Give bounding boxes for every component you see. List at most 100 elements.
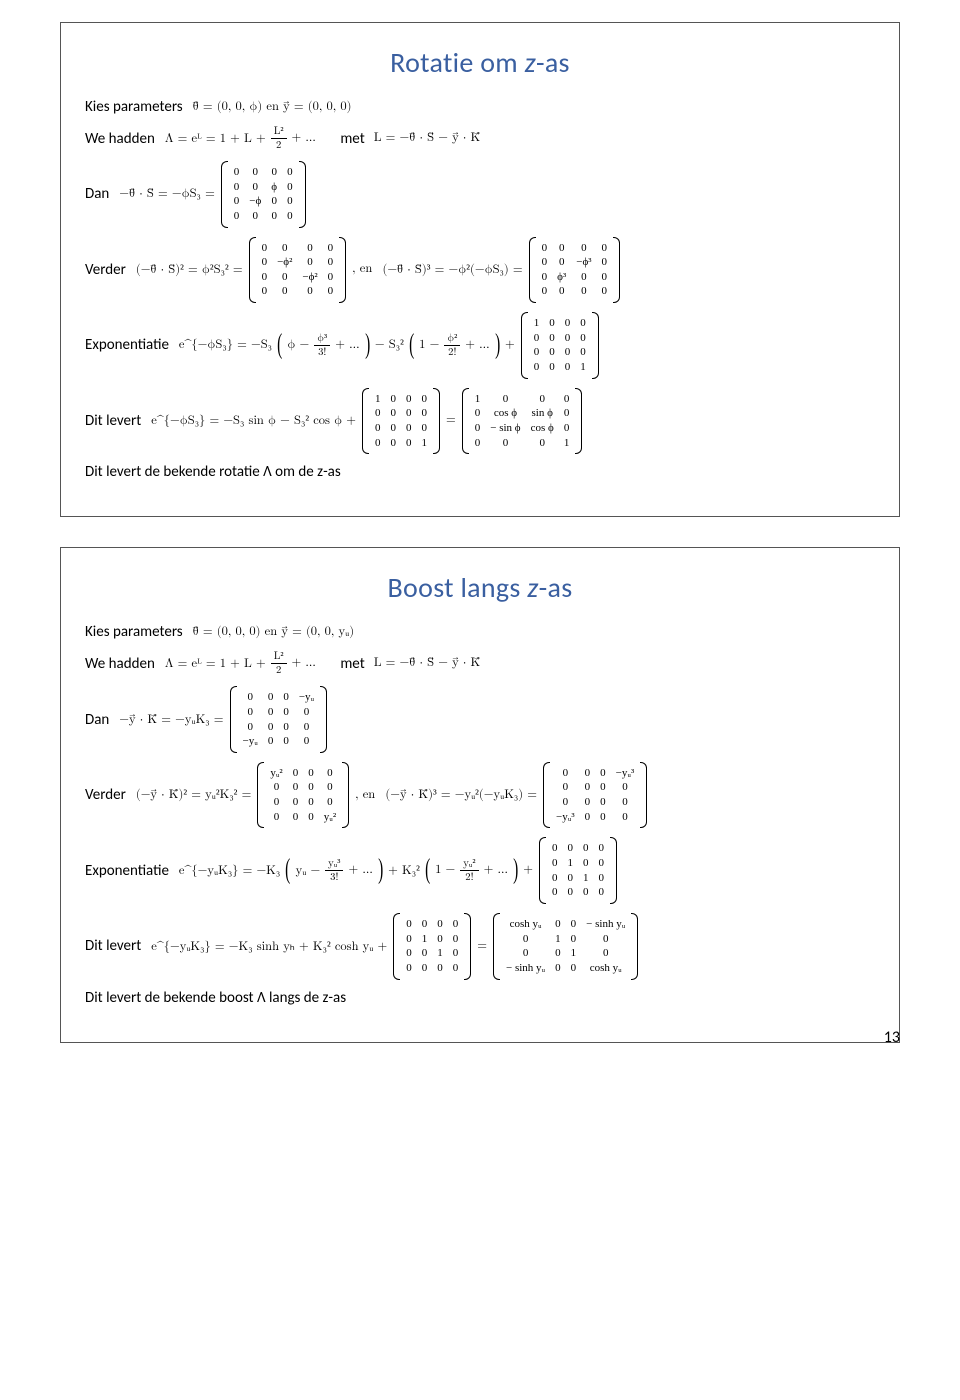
e2-p2: 1 − (435, 863, 455, 878)
m-dan: −θ⃗ · S⃗ = −ϕS₃ = 000000ϕ00−ϕ000000 (119, 161, 308, 228)
h-frac: L²2 (271, 125, 287, 152)
e2-mid: + K₃² (388, 863, 420, 879)
e2-plus: + (523, 863, 533, 878)
m2-verder: (−y⃗ · K⃗)² = yᵤ²K₃² = yᵤ²00000000000000… (136, 762, 650, 829)
e-p1t: + … (335, 338, 359, 353)
dan2-lhs: −y⃗ · K⃗ = −yᵤK₃ = (119, 712, 223, 728)
pr4: ) (513, 862, 518, 879)
e2f2d: 2! (462, 871, 476, 884)
pr1: ) (365, 337, 370, 354)
m-kies: θ⃗ = (0, 0, ϕ) en y⃗ = (0, 0, 0) (193, 100, 352, 115)
m-hadden: Λ = eᴸ = 1 + L + L²2 + … met L = −θ⃗ · S… (165, 125, 480, 152)
l2-dl: Dit levert (85, 937, 141, 955)
slide2-title: Boost langs z-as (85, 570, 875, 605)
hfn: L² (271, 125, 287, 139)
pl4: ( (425, 862, 430, 879)
e2-p1t: + … (348, 863, 372, 878)
e2f1n: yᵤ³ (325, 857, 343, 871)
t2-var: z (527, 570, 538, 605)
dl2-lhs: e^{−yᵤK₃} = −K₃ sinh yₕ + K₃² cosh yᵤ + (151, 938, 387, 955)
mat2-dla: 0000010000100000 (393, 913, 471, 980)
s1-verder: Verder (−θ⃗ · S⃗)² = ϕ²S₃² = 00000−ϕ²000… (85, 237, 875, 304)
ef2n: ϕ² (444, 332, 460, 346)
dl-lhs: e^{−ϕS₃} = −S₃ sin ϕ − S₃² cos ϕ + (151, 413, 356, 429)
mat-dlb: 10000cos ϕsin ϕ00− sin ϕcos ϕ00001 (462, 388, 583, 455)
mat2-dan: 000−yᵤ00000000−yᵤ000 (230, 686, 328, 753)
c2: Dit levert de bekende boost Λ langs de z… (85, 989, 346, 1007)
s2-kies: Kies parameters θ⃗ = (0, 0, 0) en y⃗ = (… (85, 623, 875, 641)
l2-kies: Kies parameters (85, 623, 183, 641)
mat2-va: yᵤ²00000000000000yᵤ² (257, 762, 349, 829)
m-expo: e^{−ϕS₃} = −S₃ ( ϕ − ϕ³3! + … ) − S₃² ( … (179, 312, 602, 379)
e-p1: ϕ − (287, 338, 309, 353)
mat2-vb: 000−yᵤ³00000000−yᵤ³000 (543, 762, 647, 829)
pl1: ( (277, 337, 282, 354)
s1-conclusion: Dit levert de bekende rotatie Λ om de z-… (85, 463, 875, 481)
s1-dl: Dit levert e^{−ϕS₃} = −S₃ sin ϕ − S₃² co… (85, 388, 875, 455)
pl3: ( (285, 862, 290, 879)
mat2-dlb: cosh yᵤ00− sinh yᵤ01000010− sinh yᵤ00cos… (493, 913, 638, 980)
v2-mid: (−y⃗ · K⃗)³ = −yᵤ²(−yᵤK₃) = (385, 787, 537, 803)
mat-dan: 000000ϕ00−ϕ000000 (221, 161, 306, 228)
h2-lhs: Λ = eᴸ = 1 + L + (165, 656, 266, 672)
slide1-title: Rotatie om z-as (85, 45, 875, 80)
slide-rotation: Rotatie om z-as Kies parameters θ⃗ = (0,… (60, 22, 900, 517)
e2-p2t: + … (484, 863, 508, 878)
h2f: L²2 (271, 650, 287, 677)
mat2-expo: 0000010000100000 (539, 837, 617, 904)
l-hadden: We hadden (85, 130, 155, 148)
s2-dan: Dan −y⃗ · K⃗ = −yᵤK₃ = 000−yᵤ00000000−yᵤ… (85, 686, 875, 753)
l-expo: Exponentiatie (85, 336, 169, 354)
m2-dl: e^{−yᵤK₃} = −K₃ sinh yₕ + K₃² cosh yᵤ + … (151, 913, 641, 980)
ef1: ϕ³3! (314, 332, 330, 359)
l2-met: met (340, 655, 364, 673)
s2-dl: Dit levert e^{−yᵤK₃} = −K₃ sinh yₕ + K₃²… (85, 913, 875, 980)
s2-expo: Exponentiatie e^{−yᵤK₃} = −K₃ ( yᵤ − yᵤ³… (85, 837, 875, 904)
t2-post: -as (539, 570, 573, 605)
t1-var: z (525, 45, 536, 80)
h2-tail: + … (292, 656, 316, 671)
t1-pre: Rotatie om (390, 45, 524, 80)
pr2: ) (495, 337, 500, 354)
e-plus: + (505, 338, 515, 353)
l2-hadden: We hadden (85, 655, 155, 673)
e2f2n: yᵤ² (460, 857, 478, 871)
h2fn: L² (271, 650, 287, 664)
l-verder: Verder (85, 261, 126, 279)
ef2: ϕ²2! (444, 332, 460, 359)
e2f2: yᵤ²2! (460, 857, 478, 884)
m2-hadden: Λ = eᴸ = 1 + L + L²2 + … met L = −θ⃗ · S… (165, 650, 480, 677)
e-p2: 1 − (419, 338, 439, 353)
l2-verder: Verder (85, 786, 126, 804)
ef1d: 3! (315, 346, 329, 359)
pl2: ( (409, 337, 414, 354)
t2-pre: Boost langs (388, 570, 528, 605)
s2-hadden: We hadden Λ = eᴸ = 1 + L + L²2 + … met L… (85, 650, 875, 677)
v-en: , en (352, 262, 372, 277)
e-lhs: e^{−ϕS₃} = −S₃ (179, 337, 272, 353)
mat-expo: 1000000000000001 (521, 312, 599, 379)
slide-boost: Boost langs z-as Kies parameters θ⃗ = (0… (60, 547, 900, 1042)
l-dan: Dan (85, 185, 109, 203)
dl2-eq: = (477, 939, 487, 954)
c1: Dit levert de bekende rotatie Λ om de z-… (85, 463, 341, 481)
mat-va: 00000−ϕ²0000−ϕ²00000 (249, 237, 347, 304)
m-dl: e^{−ϕS₃} = −S₃ sin ϕ − S₃² cos ϕ + 10000… (151, 388, 585, 455)
dan-lhs: −θ⃗ · S⃗ = −ϕS₃ = (119, 186, 215, 202)
h-met: L = −θ⃗ · S⃗ − y⃗ · K⃗ (374, 131, 481, 146)
hfd: 2 (273, 139, 284, 152)
l-met: met (340, 130, 364, 148)
v2-lhs: (−y⃗ · K⃗)² = yᵤ²K₃² = (136, 787, 251, 803)
s1-dan: Dan −θ⃗ · S⃗ = −ϕS₃ = 000000ϕ00−ϕ000000 (85, 161, 875, 228)
h2-met: L = −θ⃗ · S⃗ − y⃗ · K⃗ (374, 656, 481, 671)
l-dl: Dit levert (85, 412, 141, 430)
v2-en: , en (355, 788, 375, 803)
s1-hadden: We hadden Λ = eᴸ = 1 + L + L²2 + … met L… (85, 125, 875, 152)
m-verder: (−θ⃗ · S⃗)² = ϕ²S₃² = 00000−ϕ²0000−ϕ²000… (136, 237, 623, 304)
e-p2t: + … (465, 338, 489, 353)
e2-lhs: e^{−yᵤK₃} = −K₃ (179, 863, 280, 879)
e2f1d: 3! (327, 871, 341, 884)
l2-dan: Dan (85, 711, 109, 729)
h-tail: + … (292, 131, 316, 146)
m2-dan: −y⃗ · K⃗ = −yᵤK₃ = 000−yᵤ00000000−yᵤ000 (119, 686, 330, 753)
